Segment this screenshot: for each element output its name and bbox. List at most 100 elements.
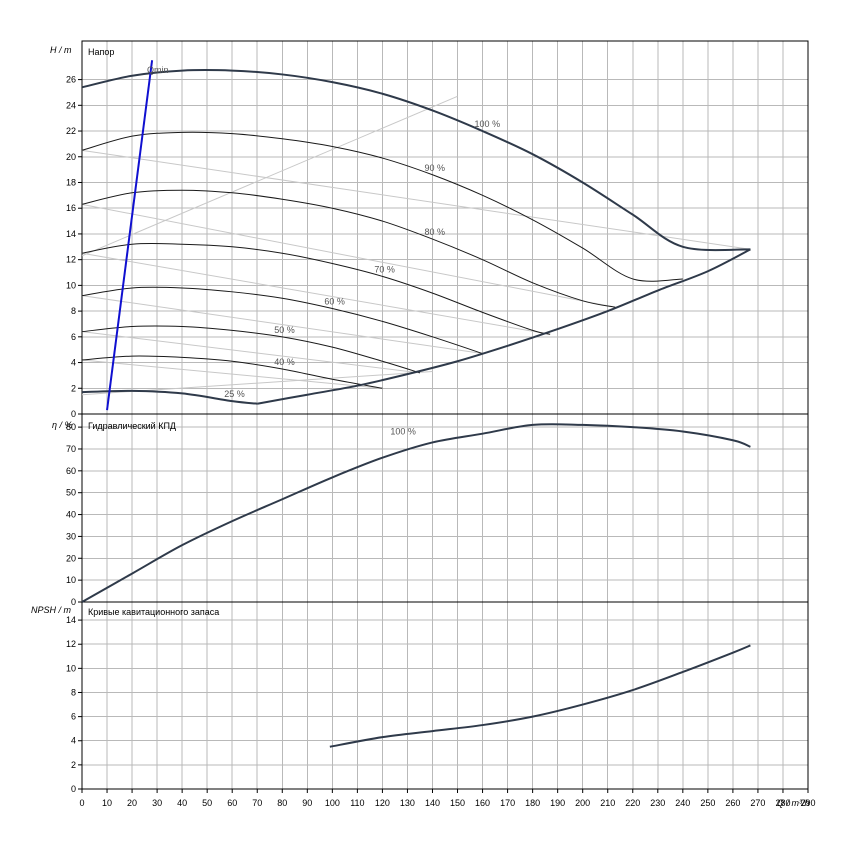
efficiency-curve (81, 423, 751, 603)
x-tick-label: 170 (500, 798, 515, 808)
head-curve-label: 25 % (224, 389, 245, 399)
y-tick-label: 2 (71, 760, 76, 770)
y-tick-label: 14 (66, 229, 76, 239)
x-tick-label: 230 (650, 798, 665, 808)
head-curve-label: 70 % (374, 264, 395, 274)
y-tick-label: 6 (71, 712, 76, 722)
head-max-operating-curve (257, 248, 751, 405)
grid-layer (78, 40, 809, 793)
x-tick-label: 70 (252, 798, 262, 808)
head-curve-70-percent (81, 242, 551, 335)
x-tick-label: 190 (550, 798, 565, 808)
x-tick-label: 120 (375, 798, 390, 808)
head-curve-50-percent (81, 325, 421, 374)
x-tick-label: 80 (277, 798, 287, 808)
x-tick-label: 140 (425, 798, 440, 808)
efficiency-helper-line (81, 359, 383, 389)
y-tick-label: 0 (71, 597, 76, 607)
x-tick-label: 240 (675, 798, 690, 808)
head-curve-60-percent (81, 286, 483, 355)
y-tick-label: 8 (71, 306, 76, 316)
efficiency-helper-line (81, 149, 751, 250)
qmin-line (106, 60, 154, 411)
npsh-y-axis-label: NPSH / m (31, 605, 72, 615)
efficiency-helper-line (81, 203, 616, 308)
y-tick-label: 0 (71, 409, 76, 419)
qmin-label: Qmin (147, 65, 169, 75)
y-tick-label: 18 (66, 177, 76, 187)
y-tick-label: 60 (66, 466, 76, 476)
y-tick-label: 2 (71, 383, 76, 393)
head-curve-80-percent (81, 189, 616, 308)
npsh-curve (329, 644, 751, 748)
y-tick-label: 14 (66, 615, 76, 625)
y-tick-label: 10 (66, 663, 76, 673)
y-tick-label: 0 (71, 784, 76, 794)
x-tick-label: 250 (700, 798, 715, 808)
x-tick-label: 200 (575, 798, 590, 808)
y-tick-label: 70 (66, 444, 76, 454)
x-tick-label: 100 (325, 798, 340, 808)
x-tick-label: 290 (800, 798, 815, 808)
efficiency-helper-line (81, 331, 421, 374)
efficiency-helper-line (81, 252, 551, 335)
efficiency-y-axis-label: η / % (52, 420, 73, 430)
x-tick-label: 160 (475, 798, 490, 808)
labels-layer: 0246810121416182022242601020304050607080… (66, 75, 816, 808)
x-tick-label: 60 (227, 798, 237, 808)
x-tick-label: 270 (750, 798, 765, 808)
head-curve-100-percent (81, 69, 751, 252)
x-tick-label: 110 (350, 798, 364, 808)
helper-lines-layer (81, 95, 751, 396)
efficiency-helper-line (81, 295, 483, 355)
x-tick-label: 0 (79, 798, 84, 808)
x-tick-label: 50 (202, 798, 212, 808)
y-tick-label: 20 (66, 152, 76, 162)
x-tick-label: 150 (450, 798, 465, 808)
head-curve-25-percent (81, 389, 258, 405)
y-tick-label: 50 (66, 488, 76, 498)
head-curve-label: 100 % (475, 119, 501, 129)
head-panel-title: Напор (88, 47, 114, 57)
head-curve-label: 80 % (424, 227, 445, 237)
x-tick-label: 10 (102, 798, 112, 808)
efficiency-panel-title: Гидравлический КПД (88, 421, 176, 431)
x-tick-label: 260 (725, 798, 740, 808)
y-tick-label: 8 (71, 687, 76, 697)
head-curve-label: 50 % (274, 325, 295, 335)
panel-frame (81, 601, 809, 790)
head-curve-90-percent (81, 131, 683, 282)
x-tick-label: 30 (152, 798, 162, 808)
x-tick-label: 180 (525, 798, 540, 808)
curves-layer (81, 60, 751, 748)
panel-frame (81, 413, 809, 603)
y-tick-label: 10 (66, 280, 76, 290)
y-tick-label: 16 (66, 203, 76, 213)
x-tick-label: 90 (302, 798, 312, 808)
y-tick-label: 20 (66, 553, 76, 563)
y-tick-label: 12 (66, 255, 76, 265)
x-tick-label: 130 (400, 798, 415, 808)
x-axis-label: Q / m³/h (777, 798, 810, 808)
x-tick-label: 40 (177, 798, 187, 808)
y-tick-label: 6 (71, 332, 76, 342)
head-curve-label: 90 % (424, 163, 445, 173)
y-tick-label: 80 (66, 422, 76, 432)
efficiency-helper-line (81, 95, 458, 257)
x-tick-label: 20 (127, 798, 137, 808)
x-tick-label: 220 (625, 798, 640, 808)
efficiency-curve-label: 100 % (390, 426, 416, 436)
head-curve-label: 60 % (324, 297, 345, 307)
y-tick-label: 12 (66, 639, 76, 649)
x-tick-label: 210 (600, 798, 615, 808)
y-tick-label: 22 (66, 126, 76, 136)
y-tick-label: 4 (71, 736, 76, 746)
y-tick-label: 24 (66, 100, 76, 110)
npsh-panel-title: Кривые кавитационного запаса (88, 607, 219, 617)
y-tick-label: 30 (66, 531, 76, 541)
y-tick-label: 4 (71, 358, 76, 368)
y-tick-label: 40 (66, 510, 76, 520)
x-tick-label: 280 (775, 798, 790, 808)
y-tick-label: 26 (66, 75, 76, 85)
